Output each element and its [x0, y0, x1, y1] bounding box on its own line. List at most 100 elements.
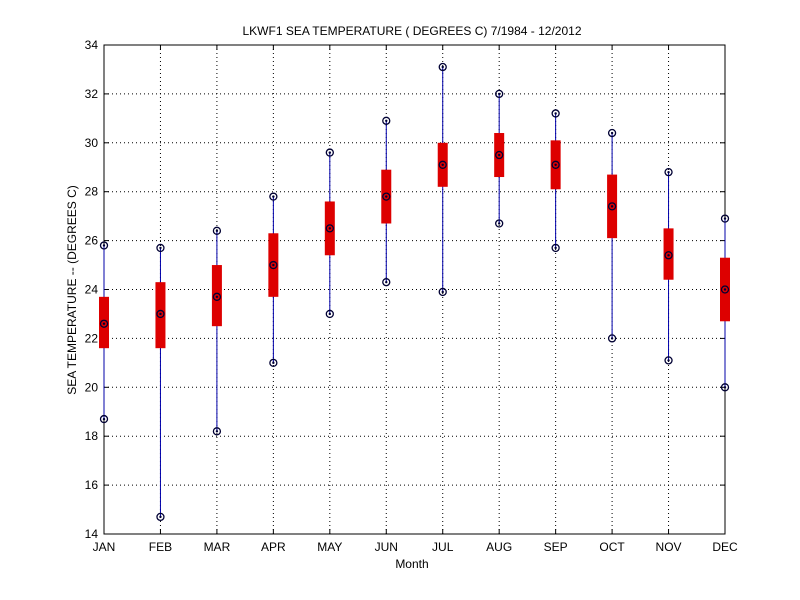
min-marker: [495, 219, 504, 228]
min-marker-center: [723, 386, 727, 389]
max-marker-center: [328, 151, 332, 154]
max-marker-center: [385, 119, 388, 122]
x-tick-label: MAY: [317, 540, 342, 554]
median-marker: [269, 260, 278, 270]
x-tick-label: JUL: [432, 540, 454, 554]
x-tick-label: DEC: [712, 540, 738, 554]
median-marker-center: [102, 322, 106, 325]
max-marker-center: [723, 217, 727, 220]
min-marker-center: [554, 246, 557, 250]
min-marker-center: [667, 359, 670, 362]
median-marker-center: [667, 254, 670, 257]
median-marker-center: [215, 295, 219, 299]
median-marker-center: [159, 312, 162, 316]
max-marker: [325, 148, 334, 157]
max-marker: [607, 128, 617, 138]
y-tick-label: 28: [85, 185, 99, 199]
median-marker: [438, 160, 447, 169]
median-marker-center: [723, 288, 727, 291]
min-marker-center: [385, 280, 388, 284]
max-marker: [720, 214, 730, 223]
x-axis-label: Month: [395, 557, 428, 571]
max-marker-center: [215, 229, 219, 233]
median-marker: [664, 251, 673, 260]
min-marker: [382, 278, 391, 287]
y-tick-label: 30: [85, 136, 99, 150]
median-marker-center: [385, 195, 388, 198]
x-tick-label: JUN: [375, 540, 398, 554]
median-marker: [607, 202, 617, 211]
median-marker: [382, 192, 391, 201]
y-tick-label: 18: [85, 429, 99, 443]
median-marker-center: [497, 153, 501, 157]
max-marker: [212, 226, 222, 235]
max-marker-center: [102, 244, 106, 247]
x-tick-label: APR: [261, 540, 286, 554]
max-marker-center: [441, 65, 444, 69]
max-marker-center: [667, 170, 670, 174]
max-marker: [495, 89, 504, 99]
y-axis-label: SEA TEMPERATURE -- (DEGREES C): [65, 185, 79, 395]
min-marker: [438, 287, 447, 297]
iqr-box: [99, 296, 109, 349]
min-marker-center: [610, 337, 614, 340]
iqr-box: [663, 228, 674, 280]
min-marker: [720, 383, 730, 392]
y-tick-label: 24: [85, 283, 99, 297]
min-marker: [99, 414, 109, 424]
min-marker-center: [328, 312, 332, 316]
max-marker: [664, 167, 673, 177]
max-marker-center: [272, 195, 275, 198]
max-marker-center: [159, 246, 162, 250]
iqr-box: [155, 282, 166, 349]
median-marker: [99, 319, 109, 328]
median-marker-center: [610, 205, 614, 208]
y-tick-label: 14: [85, 527, 99, 541]
min-marker-center: [215, 430, 219, 433]
x-tick-label: NOV: [656, 540, 682, 554]
max-marker: [99, 241, 109, 250]
x-tick-label: JAN: [93, 540, 116, 554]
x-tick-label: MAR: [204, 540, 231, 554]
max-marker: [269, 192, 278, 201]
x-tick-label: OCT: [599, 540, 625, 554]
min-marker: [269, 358, 278, 368]
max-marker-center: [610, 131, 614, 135]
median-marker: [720, 285, 730, 294]
x-tick-label: AUG: [486, 540, 512, 554]
median-marker-center: [441, 163, 444, 167]
median-marker-center: [328, 227, 332, 230]
y-tick-label: 20: [85, 380, 99, 394]
min-marker: [607, 334, 617, 343]
median-marker: [495, 150, 504, 160]
min-marker: [156, 512, 165, 522]
median-marker: [156, 309, 165, 319]
max-marker: [382, 116, 391, 125]
min-marker-center: [272, 361, 275, 365]
iqr-box: [211, 265, 222, 327]
min-marker: [664, 356, 673, 365]
median-marker-center: [554, 163, 557, 167]
y-tick-label: 26: [85, 234, 99, 248]
median-marker-center: [272, 263, 275, 267]
min-marker-center: [441, 290, 444, 294]
max-marker: [438, 62, 447, 72]
tick-labels: 14 16 18 20 22 24 26 28 30 32 34 JAN FEB MAR APR MAY JUN…: [85, 38, 738, 554]
x-tick-label: FEB: [149, 540, 172, 554]
min-marker: [212, 427, 222, 436]
min-marker-center: [102, 417, 106, 421]
max-marker: [551, 109, 560, 118]
max-marker-center: [554, 112, 557, 115]
y-tick-label: 32: [85, 87, 99, 101]
y-tick-label: 22: [85, 331, 99, 345]
y-tick-label: 34: [85, 38, 99, 52]
max-marker: [156, 243, 165, 253]
max-marker-center: [497, 92, 501, 96]
median-marker: [212, 292, 222, 301]
data-series: [99, 62, 730, 522]
median-marker: [551, 160, 560, 169]
x-tick-label: SEP: [544, 540, 568, 554]
chart-title: LKWF1 SEA TEMPERATURE ( DEGREES C) 7/198…: [242, 24, 581, 38]
median-marker: [325, 224, 334, 233]
